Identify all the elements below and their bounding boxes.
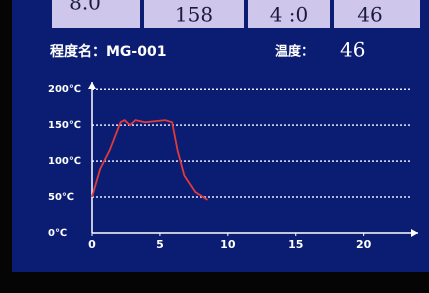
y-tick-label: 50℃ [48, 192, 74, 203]
program-name: 程度名：MG-001 [50, 43, 166, 60]
x-tick-label: 0 [88, 238, 96, 251]
x-tick-label: 15 [288, 238, 303, 251]
header-value: 4 :0 [270, 3, 309, 27]
x-tick-label: 5 [156, 238, 164, 251]
y-tick-label: 200℃ [48, 84, 81, 95]
screen [12, 0, 429, 272]
x-tick-label: 10 [220, 238, 236, 251]
header-value: 46 [357, 3, 382, 27]
screen-photo: 8.0 158 4 :0 46 程度名：MG-001 温度： 46 0℃ 50℃ 1… [0, 0, 429, 293]
temperature-value: 46 [340, 38, 365, 62]
y-tick-label: 100℃ [48, 156, 81, 167]
temperature-label: 温度： [275, 44, 314, 60]
y-tick-label: 150℃ [48, 120, 81, 131]
header-value: 158 [175, 3, 213, 27]
header-value: 8.0 [69, 0, 101, 15]
x-tick-label: 20 [356, 238, 372, 251]
y-tick-label: 0℃ [48, 228, 67, 239]
